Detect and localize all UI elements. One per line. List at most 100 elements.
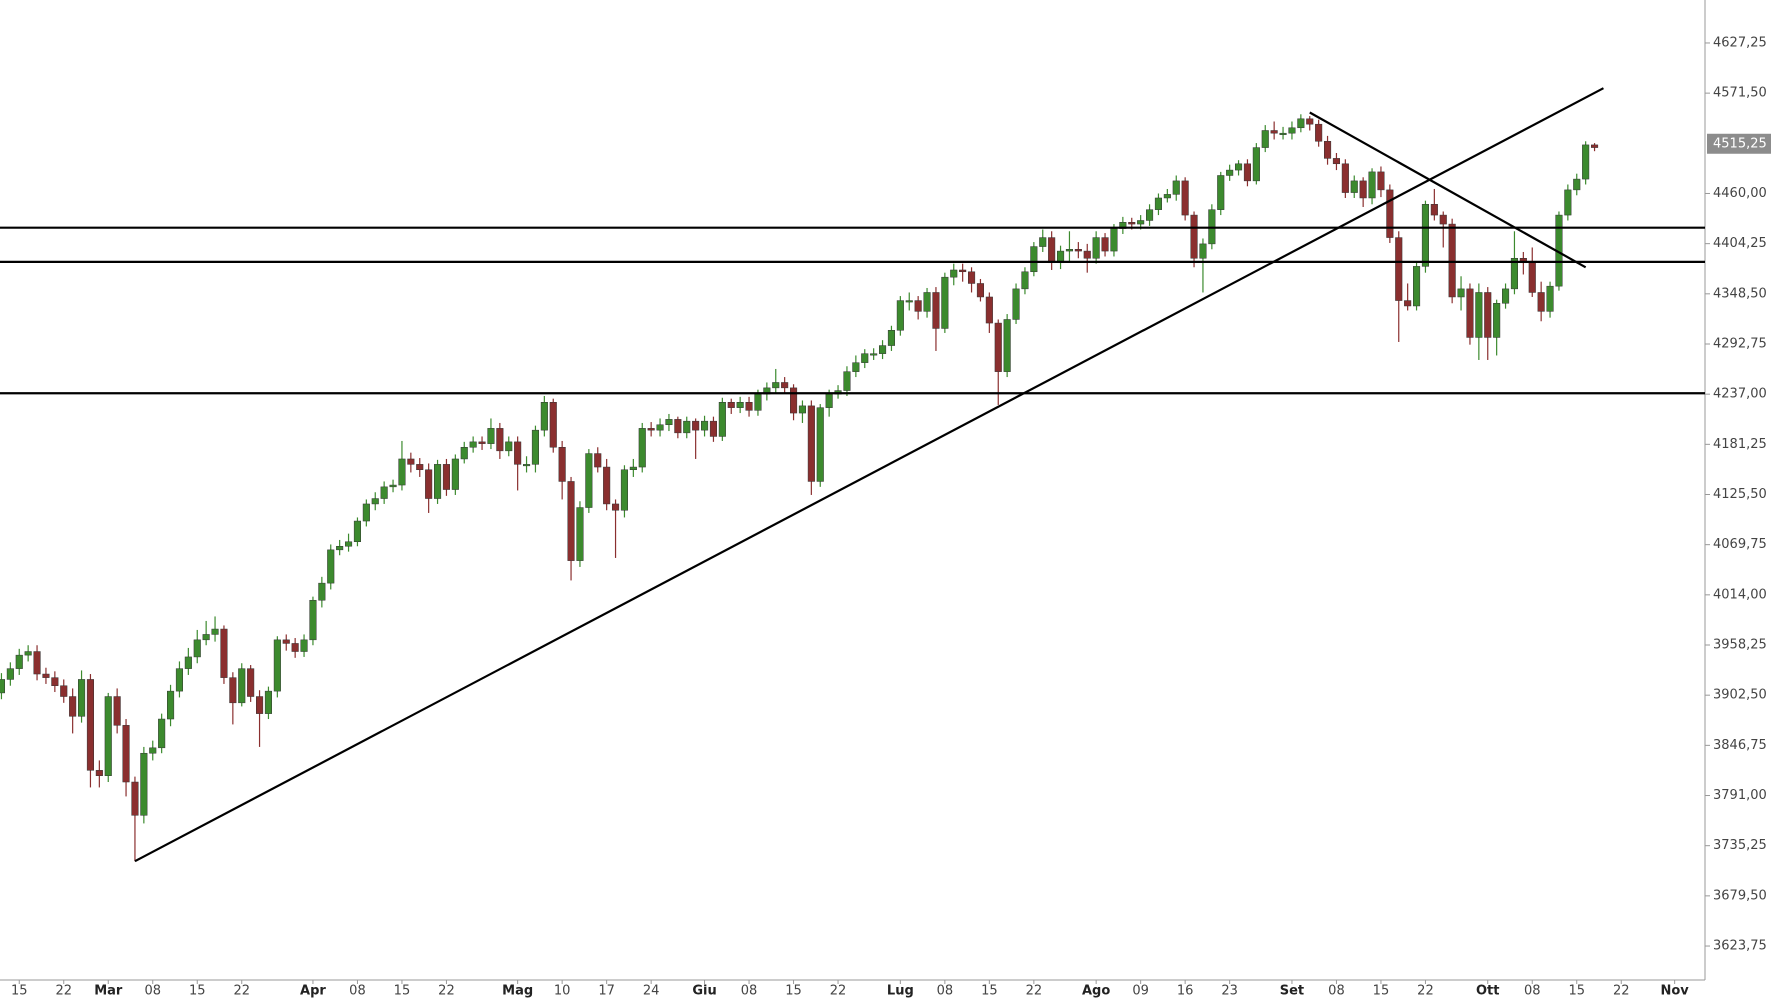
candle-body [709, 420, 718, 437]
candle-body [442, 464, 450, 490]
candle-body [567, 481, 575, 561]
x-tick-label: Set [1280, 984, 1304, 999]
candle-body [558, 447, 566, 482]
candle-body [1092, 237, 1100, 259]
candle-body [220, 628, 228, 678]
x-tick-label: 16 [1177, 984, 1194, 999]
candle-body [345, 541, 353, 547]
candle-body [371, 498, 379, 505]
candle-body [1261, 130, 1269, 148]
candle-body [1591, 144, 1599, 148]
candle-body [718, 402, 726, 437]
candle-body [60, 685, 68, 697]
candle-body [15, 654, 23, 669]
candle-body [514, 441, 522, 465]
y-tick-label: 3735,25 [1713, 838, 1767, 853]
candle-body [612, 503, 620, 511]
candle-body [353, 520, 361, 542]
candle-body [158, 718, 166, 749]
x-tick-label: 22 [55, 984, 72, 999]
x-tick-label: 09 [1132, 984, 1149, 999]
candle-body [638, 428, 646, 468]
candle-body [594, 453, 602, 468]
candle-body [1466, 288, 1474, 338]
candle-body [1172, 180, 1180, 195]
candle-body [264, 690, 272, 714]
candle-body [51, 677, 59, 686]
candle-body [816, 407, 824, 482]
candle-body [1573, 178, 1581, 191]
candle-body [1502, 288, 1510, 304]
candle-body [0, 679, 5, 694]
y-tick-label: 4571,50 [1713, 86, 1767, 101]
candle-body [852, 362, 860, 372]
candle-body [149, 747, 157, 754]
candle-body [603, 466, 611, 505]
candle-body [959, 269, 967, 273]
candle-body [1030, 246, 1038, 273]
candle-body [451, 458, 459, 490]
candle-body [531, 429, 540, 465]
candle-body [523, 464, 531, 467]
candle-body [629, 466, 637, 471]
candle-body [86, 679, 95, 771]
candle-body [1270, 130, 1278, 134]
candle-body [1217, 175, 1225, 210]
candle-body [1279, 132, 1287, 135]
x-tick-label: 22 [233, 984, 250, 999]
candle-body [1048, 237, 1056, 264]
candle-body [1324, 141, 1332, 159]
candle-body [807, 405, 815, 482]
candle-body [576, 507, 584, 561]
x-tick-label: 22 [1417, 984, 1434, 999]
candle-body [1252, 147, 1260, 182]
candle-body [469, 441, 477, 448]
x-tick-label: 22 [1026, 984, 1043, 999]
candle-body [781, 382, 789, 389]
price-label: 4515,25 [1713, 136, 1767, 151]
x-tick-label: 15 [1373, 984, 1390, 999]
candle-body [1404, 300, 1412, 307]
candle-body [656, 424, 664, 431]
candle-body [754, 393, 762, 411]
candle-body [407, 458, 415, 465]
candle-body [1235, 163, 1243, 171]
candle-body [665, 419, 673, 426]
y-tick-label: 3791,00 [1713, 788, 1767, 803]
candle-body [398, 458, 406, 486]
x-tick-label: 15 [189, 984, 206, 999]
candle-body [300, 639, 308, 652]
candle-body [167, 690, 175, 720]
x-tick-label: 15 [981, 984, 998, 999]
candle-body [202, 634, 210, 641]
candle-body [95, 770, 103, 776]
candle-body [1181, 180, 1189, 216]
candle-body [1065, 249, 1074, 252]
candle-body [994, 322, 1002, 372]
candle-body [1564, 189, 1572, 216]
candle-body [273, 639, 281, 692]
candle-body [69, 696, 77, 717]
candle-body [1430, 204, 1438, 216]
candle-body [798, 405, 807, 414]
candle-body [184, 656, 192, 669]
candle-body [247, 668, 255, 697]
candle-body [140, 752, 148, 816]
x-tick-label: Ott [1476, 984, 1499, 999]
candle-body [540, 402, 548, 431]
x-tick-label: 08 [349, 984, 366, 999]
candle-body [1350, 180, 1358, 193]
candle-body [211, 628, 219, 635]
candle-body [896, 300, 904, 331]
x-tick-label: Lug [887, 984, 914, 999]
candle-body [327, 549, 335, 584]
y-tick-label: 4627,25 [1713, 35, 1767, 50]
candle-body [318, 582, 326, 601]
candle-body [1413, 266, 1421, 307]
y-tick-label: 4404,25 [1713, 236, 1767, 251]
y-tick-label: 4014,00 [1713, 587, 1767, 602]
candle-body [496, 428, 504, 452]
candle-body [1484, 292, 1492, 338]
candle-body [870, 353, 878, 356]
